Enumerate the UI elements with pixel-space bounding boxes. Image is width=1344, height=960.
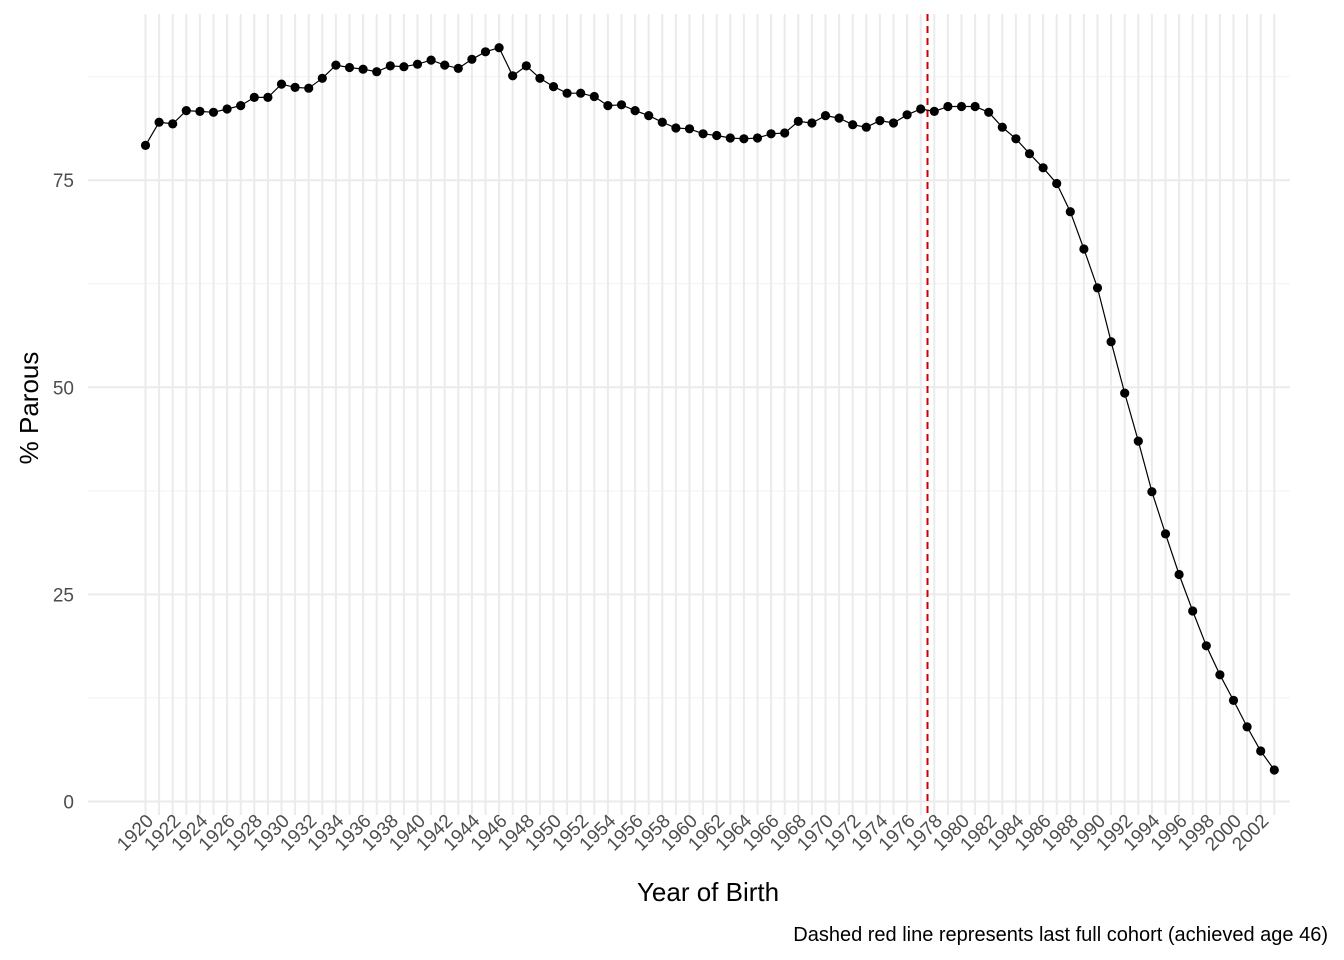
series-layer — [140, 43, 1279, 775]
y-axis-ticks: 0 25 50 75 — [53, 171, 74, 813]
data-point — [603, 101, 613, 111]
data-point — [290, 82, 300, 92]
data-point — [521, 61, 531, 71]
data-point — [331, 60, 341, 70]
data-point — [426, 55, 436, 65]
y-axis-title: % Parous — [14, 352, 44, 465]
data-point — [1174, 569, 1184, 580]
data-point — [249, 92, 259, 102]
data-point — [589, 91, 599, 102]
data-point — [1106, 337, 1116, 347]
chart-caption: Dashed red line represents last full coh… — [793, 924, 1328, 946]
y-tick-label: 50 — [53, 378, 74, 399]
data-point — [1011, 134, 1021, 144]
x-axis-title: Year of Birth — [637, 877, 779, 907]
data-point — [888, 118, 899, 128]
data-point — [1215, 670, 1225, 680]
data-point — [657, 117, 667, 127]
data-point — [168, 119, 178, 129]
data-point — [820, 111, 831, 121]
data-point — [712, 130, 722, 141]
data-point — [276, 79, 287, 89]
data-point — [453, 63, 463, 73]
data-point — [943, 101, 953, 112]
data-point — [385, 61, 395, 71]
data-point — [698, 129, 708, 139]
data-point — [1188, 606, 1198, 616]
data-point — [984, 107, 994, 117]
data-point — [317, 73, 327, 83]
data-point — [1024, 149, 1035, 159]
y-tick-label: 25 — [53, 585, 74, 606]
data-point — [1079, 244, 1089, 254]
data-point — [440, 60, 450, 70]
y-tick-label: 0 — [63, 793, 74, 814]
data-point — [616, 100, 627, 110]
y-tick-label: 75 — [53, 171, 74, 192]
data-point — [861, 122, 871, 132]
data-point — [576, 88, 586, 98]
data-point — [263, 92, 273, 102]
data-point — [1065, 207, 1075, 217]
data-point — [875, 116, 885, 126]
data-point — [358, 64, 368, 74]
data-point — [1092, 283, 1103, 293]
data-point — [562, 88, 572, 98]
data-point — [1052, 178, 1062, 189]
data-point — [671, 123, 681, 133]
data-point — [508, 71, 518, 81]
data-point — [1228, 695, 1239, 706]
data-point — [181, 106, 191, 116]
data-point — [236, 101, 246, 111]
data-point — [752, 133, 763, 143]
data-point — [929, 106, 939, 116]
data-point — [1160, 529, 1171, 539]
data-point — [902, 110, 912, 120]
data-point — [970, 101, 980, 112]
data-point — [208, 107, 219, 117]
data-point — [793, 116, 803, 126]
data-point — [344, 62, 355, 73]
data-point — [997, 122, 1007, 132]
data-point — [1120, 388, 1130, 398]
data-point — [739, 134, 749, 144]
data-point — [467, 54, 477, 64]
data-point — [480, 47, 491, 57]
data-point — [916, 104, 926, 114]
data-point — [1147, 487, 1157, 497]
data-point — [848, 120, 858, 130]
data-point — [630, 106, 640, 116]
data-point — [725, 133, 735, 143]
data-point — [304, 83, 314, 93]
data-point — [1133, 436, 1143, 446]
major-grid — [88, 14, 1290, 815]
data-point — [684, 124, 695, 134]
data-point — [140, 140, 151, 150]
data-point — [548, 82, 559, 92]
data-point — [644, 111, 654, 121]
data-point — [535, 73, 545, 83]
data-point — [780, 128, 790, 138]
data-point — [807, 118, 817, 128]
data-point — [1201, 641, 1211, 651]
data-point — [222, 104, 232, 114]
data-point — [1256, 746, 1266, 756]
data-point — [154, 117, 164, 127]
data-point — [1269, 765, 1279, 775]
data-point — [399, 62, 409, 72]
data-point — [494, 43, 504, 53]
data-point — [1242, 722, 1252, 732]
data-point — [834, 113, 844, 123]
data-point — [1038, 163, 1048, 173]
data-point — [372, 67, 382, 77]
data-point — [766, 129, 776, 139]
data-point — [195, 106, 205, 116]
data-point — [956, 101, 967, 112]
data-point — [412, 59, 423, 69]
